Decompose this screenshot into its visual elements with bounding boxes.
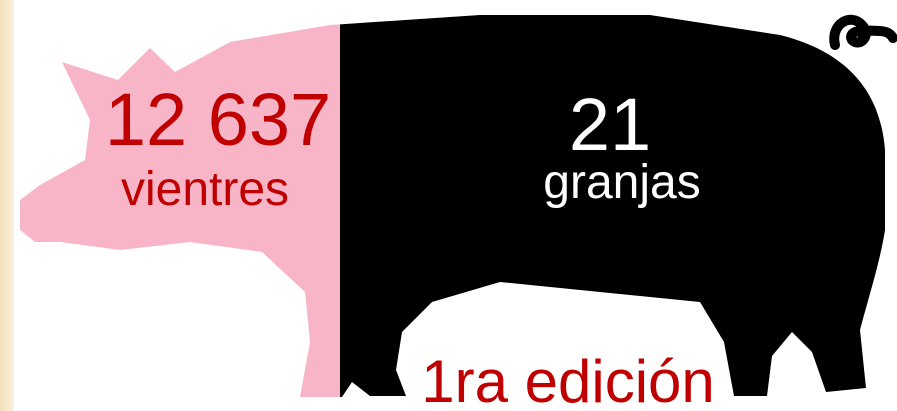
stat-label: granjas <box>543 156 700 209</box>
pig-tail <box>829 14 897 50</box>
stat-value: 21 <box>569 83 651 166</box>
stat-value: 12 637 <box>105 78 331 161</box>
background-edge <box>0 0 14 411</box>
stat-label: vientres <box>121 163 289 216</box>
edition: 1ra edición <box>421 348 715 411</box>
